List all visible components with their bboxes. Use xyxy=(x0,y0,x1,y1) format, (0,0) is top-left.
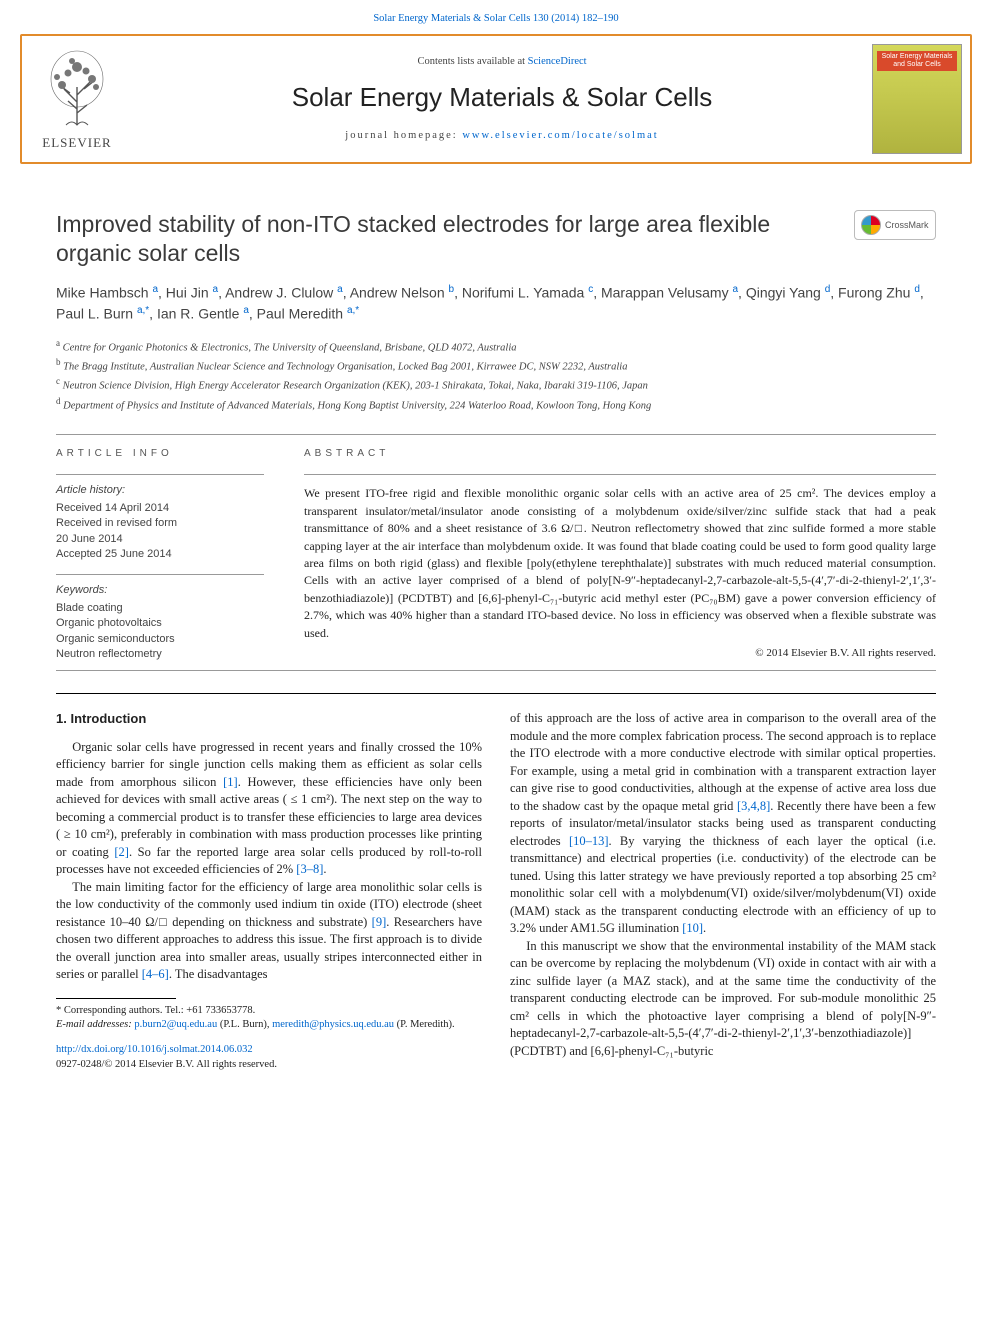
corresponding-note: * Corresponding authors. Tel.: +61 73365… xyxy=(56,1004,482,1019)
keyword: Organic photovoltaics xyxy=(56,616,264,631)
email-line: E-mail addresses: p.burn2@uq.edu.au (P.L… xyxy=(56,1018,482,1033)
homepage-prefix: journal homepage: xyxy=(345,130,462,141)
keyword: Blade coating xyxy=(56,601,264,616)
journal-header-band: ELSEVIER Contents lists available at Sci… xyxy=(20,34,972,164)
abstract-rule xyxy=(304,474,936,475)
footnote-rule xyxy=(56,998,176,999)
history-line: 20 June 2014 xyxy=(56,532,264,547)
doi-link[interactable]: http://dx.doi.org/10.1016/j.solmat.2014.… xyxy=(56,1044,253,1055)
article-title: Improved stability of non-ITO stacked el… xyxy=(56,210,838,268)
body-paragraph: In this manuscript we show that the envi… xyxy=(510,938,936,1061)
elsevier-tree-icon xyxy=(42,47,112,132)
journal-cover-thumb: Solar Energy Materials and Solar Cells xyxy=(872,44,962,154)
elsevier-wordmark: ELSEVIER xyxy=(42,134,111,152)
section-1-head: 1. Introduction xyxy=(56,710,482,728)
keyword: Organic semiconductors xyxy=(56,632,264,647)
affiliation: a Centre for Organic Photonics & Electro… xyxy=(56,337,936,356)
elsevier-logo: ELSEVIER xyxy=(22,36,132,162)
affiliation: b The Bragg Institute, Australian Nuclea… xyxy=(56,356,936,375)
article-info-head: ARTICLE INFO xyxy=(56,447,264,461)
affiliation-list: a Centre for Organic Photonics & Electro… xyxy=(56,337,936,414)
footnote-block: * Corresponding authors. Tel.: +61 73365… xyxy=(56,998,482,1073)
contents-prefix: Contents lists available at xyxy=(417,56,527,67)
abstract-head: ABSTRACT xyxy=(304,447,936,461)
abstract-copyright: © 2014 Elsevier B.V. All rights reserved… xyxy=(304,646,936,661)
info-rule xyxy=(56,474,264,475)
body-two-column: 1. Introduction Organic solar cells have… xyxy=(56,710,936,1072)
header-center: Contents lists available at ScienceDirec… xyxy=(132,36,872,162)
crossmark-badge[interactable]: CrossMark xyxy=(854,210,936,240)
affiliation: d Department of Physics and Institute of… xyxy=(56,395,936,414)
keywords-label: Keywords: xyxy=(56,583,264,598)
crossmark-label: CrossMark xyxy=(885,219,929,231)
rule-bottom xyxy=(56,670,936,671)
body-separator xyxy=(56,693,936,694)
homepage-line: journal homepage: www.elsevier.com/locat… xyxy=(345,129,658,143)
author-list: Mike Hambsch a, Hui Jin a, Andrew J. Clu… xyxy=(56,282,936,325)
homepage-link[interactable]: www.elsevier.com/locate/solmat xyxy=(462,130,658,141)
top-citation: Solar Energy Materials & Solar Cells 130… xyxy=(0,0,992,34)
keywords-block: Keywords: Blade coatingOrganic photovolt… xyxy=(56,583,264,662)
crossmark-icon xyxy=(861,215,881,235)
body-paragraph: Organic solar cells have progressed in r… xyxy=(56,739,482,879)
journal-name: Solar Energy Materials & Solar Cells xyxy=(292,80,713,115)
rule-top xyxy=(56,434,936,435)
history-line: Accepted 25 June 2014 xyxy=(56,547,264,562)
contents-line: Contents lists available at ScienceDirec… xyxy=(417,55,586,69)
journal-cover-label: Solar Energy Materials and Solar Cells xyxy=(877,51,957,70)
top-citation-link[interactable]: Solar Energy Materials & Solar Cells 130… xyxy=(373,13,618,24)
abstract-text: We present ITO-free rigid and flexible m… xyxy=(304,485,936,642)
history-line: Received in revised form xyxy=(56,516,264,531)
kw-rule xyxy=(56,574,264,575)
sciencedirect-link[interactable]: ScienceDirect xyxy=(528,56,587,67)
keyword: Neutron reflectometry xyxy=(56,647,264,662)
issn-line: 0927-0248/© 2014 Elsevier B.V. All right… xyxy=(56,1058,482,1073)
history-line: Received 14 April 2014 xyxy=(56,501,264,516)
email-link[interactable]: meredith@physics.uq.edu.au xyxy=(272,1019,394,1030)
affiliation: c Neutron Science Division, High Energy … xyxy=(56,375,936,394)
email-link[interactable]: p.burn2@uq.edu.au xyxy=(134,1019,217,1030)
history-label: Article history: xyxy=(56,483,264,498)
body-paragraph: of this approach are the loss of active … xyxy=(510,710,936,938)
body-paragraph: The main limiting factor for the efficie… xyxy=(56,879,482,984)
article-history: Article history: Received 14 April 2014R… xyxy=(56,483,264,562)
